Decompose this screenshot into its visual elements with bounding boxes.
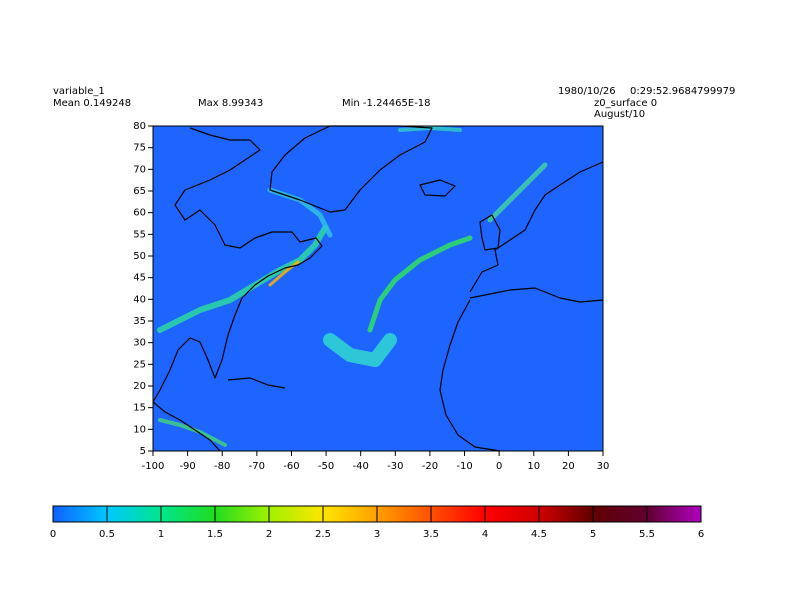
streak — [323, 333, 397, 367]
time: 0:29:52.9684799979 — [630, 86, 735, 97]
x-tick-label: -10 — [456, 461, 472, 472]
colorbar-tick-label: 1 — [158, 529, 164, 540]
x-tick-label: 20 — [562, 461, 575, 472]
y-tick-label: 40 — [133, 294, 146, 305]
caribbean — [227, 377, 286, 389]
coastline — [152, 127, 323, 403]
colorbar-tick-label: 3.5 — [423, 529, 439, 540]
colorbar-tick-label: 4.5 — [531, 529, 547, 540]
coastline — [439, 299, 501, 452]
season: August/10 — [594, 109, 645, 120]
coastline — [152, 401, 221, 452]
x-tick-label: -30 — [387, 461, 403, 472]
y-tick-label: 30 — [133, 338, 146, 349]
y-tick-label: 25 — [133, 359, 146, 370]
y-tick-label: 15 — [133, 403, 146, 414]
y-tick-label: 35 — [133, 316, 146, 327]
y-tick-label: 70 — [133, 164, 146, 175]
y-tick-label: 75 — [133, 143, 146, 154]
colorbar-tick-label: 6 — [698, 529, 704, 540]
greenland — [269, 125, 433, 213]
date: 1980/10/26 — [558, 86, 616, 97]
colorbar-tick-label: 0 — [50, 529, 56, 540]
streak — [268, 260, 300, 287]
min: Min -1.24465E-18 — [342, 98, 431, 109]
coastlines — [152, 125, 604, 452]
colorbar-tick-label: 4 — [482, 529, 488, 540]
coastline — [469, 287, 604, 303]
x-tick-label: -90 — [179, 461, 195, 472]
x-tick-label: -80 — [214, 461, 230, 472]
x-tick-label: 10 — [527, 461, 540, 472]
colorbar-tick-label: 5.5 — [639, 529, 655, 540]
y-tick-label: 60 — [133, 208, 146, 219]
streak — [487, 162, 548, 223]
colorbar-tick-label: 2 — [266, 529, 272, 540]
x-tick-label: -70 — [249, 461, 265, 472]
mean: Mean 0.149248 — [53, 98, 131, 109]
variable-name: variable_1 — [53, 86, 105, 97]
x-tick-label: -60 — [283, 461, 299, 472]
streak — [367, 235, 473, 333]
colorbar-tick-label: 3 — [374, 529, 380, 540]
colorbar-tick-label: 5 — [590, 529, 596, 540]
y-tick-label: 20 — [133, 381, 146, 392]
y-tick-label: 65 — [133, 186, 146, 197]
y-tick-label: 45 — [133, 273, 146, 284]
coastline — [469, 161, 604, 293]
streak — [158, 418, 227, 447]
iceland — [419, 179, 456, 197]
colorbar-tick-label: 2.5 — [315, 529, 331, 540]
colorbar-tick-label: 0.5 — [99, 529, 115, 540]
y-tick-label: 50 — [133, 251, 146, 262]
y-tick-label: 80 — [133, 121, 146, 132]
x-tick-label: -50 — [318, 461, 334, 472]
level: z0_surface 0 — [594, 98, 657, 109]
x-tick-label: 30 — [597, 461, 610, 472]
y-tick-label: 5 — [140, 446, 146, 457]
y-tick-label: 10 — [133, 424, 146, 435]
x-tick-label: -20 — [422, 461, 438, 472]
x-tick-label: 0 — [496, 461, 502, 472]
x-tick-label: -40 — [353, 461, 369, 472]
map-frame — [152, 125, 604, 452]
max: Max 8.99343 — [198, 98, 263, 109]
y-tick-label: 55 — [133, 229, 146, 240]
colorbar-tick-label: 1.5 — [207, 529, 223, 540]
x-tick-label: -100 — [142, 461, 165, 472]
